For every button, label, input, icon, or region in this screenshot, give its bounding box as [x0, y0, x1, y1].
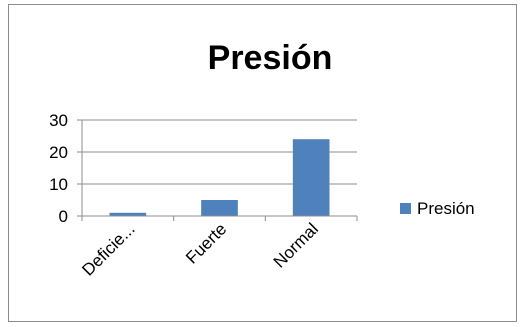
y-tick-label: 0 — [59, 207, 68, 226]
bar-2 — [292, 139, 330, 216]
chart-frame — [8, 4, 517, 322]
bar-1 — [201, 200, 238, 216]
legend-label: Presión — [417, 199, 475, 218]
legend: Presión — [400, 199, 475, 218]
y-tick-label: 10 — [49, 175, 68, 194]
chart-title: Presión — [208, 39, 333, 77]
x-axis: Deficie... Fuerte Normal — [78, 215, 358, 280]
x-tick-label: Normal — [270, 219, 322, 271]
y-tick-label: 20 — [49, 143, 68, 162]
y-tick-label: 30 — [49, 111, 68, 130]
x-tick-label: Deficie... — [78, 219, 138, 279]
legend-swatch — [400, 203, 411, 214]
bars — [109, 139, 330, 216]
x-tick-label: Fuerte — [182, 219, 230, 267]
y-axis: 0 10 20 30 — [49, 111, 83, 226]
bar-0 — [109, 212, 147, 216]
